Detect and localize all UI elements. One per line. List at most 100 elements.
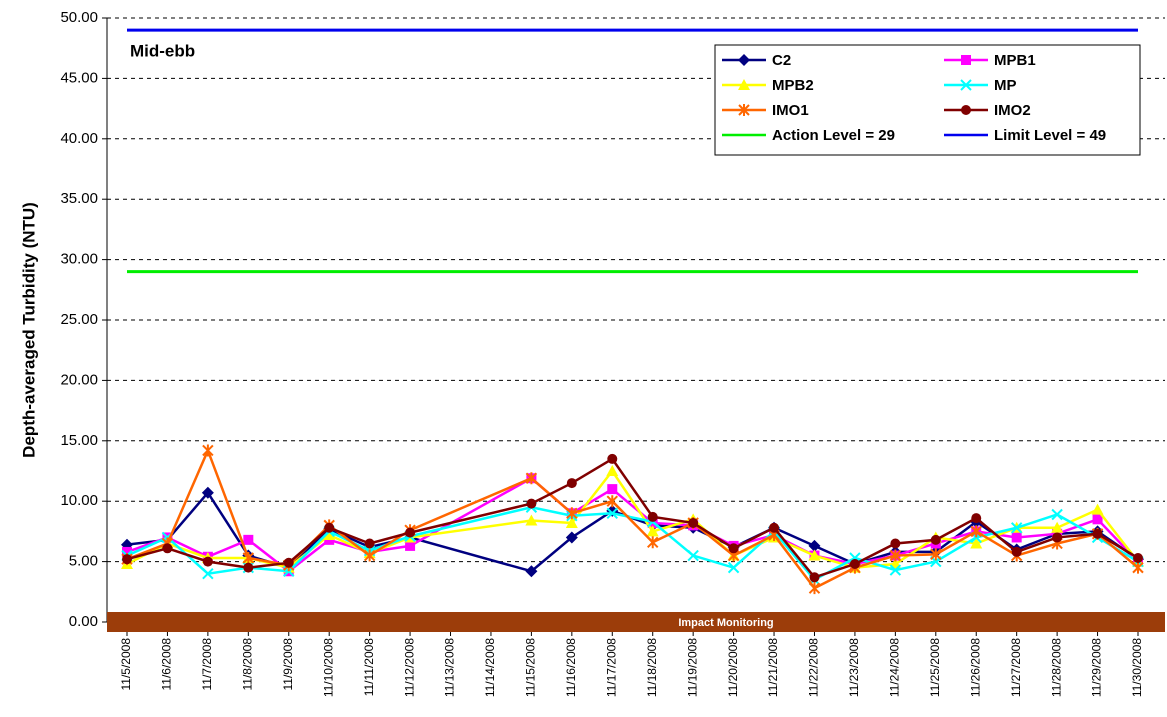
marker bbox=[1051, 521, 1064, 533]
marker bbox=[808, 549, 821, 561]
marker bbox=[889, 564, 902, 576]
marker bbox=[243, 562, 254, 573]
legend-box bbox=[714, 44, 1141, 156]
series-line bbox=[126, 476, 1139, 573]
series-line bbox=[126, 457, 1139, 579]
marker bbox=[606, 507, 618, 519]
marker bbox=[283, 557, 294, 568]
y-tick-label: 10.00 bbox=[60, 492, 98, 509]
marker bbox=[242, 551, 255, 564]
marker bbox=[1010, 522, 1023, 534]
y-tick-label: 35.00 bbox=[60, 190, 98, 207]
marker bbox=[1133, 552, 1143, 563]
y-tick-label: 40.00 bbox=[60, 130, 98, 147]
marker bbox=[405, 527, 416, 538]
marker bbox=[565, 531, 578, 544]
x-tick-label: 11/28/2008 bbox=[1049, 638, 1063, 697]
marker bbox=[324, 522, 335, 533]
x-tick-label: 11/15/2008 bbox=[524, 638, 538, 697]
x-tick-label: 11/6/2008 bbox=[160, 638, 174, 691]
marker bbox=[808, 539, 821, 552]
marker bbox=[202, 567, 214, 580]
x-tick-label: 11/27/2008 bbox=[1009, 638, 1023, 697]
marker bbox=[1011, 532, 1022, 543]
x-tick-label: 11/5/2008 bbox=[119, 638, 133, 691]
x-tick-label: 11/10/2008 bbox=[321, 638, 335, 697]
marker bbox=[122, 546, 132, 557]
x-tick-label: 11/26/2008 bbox=[968, 638, 982, 697]
marker bbox=[646, 525, 659, 537]
marker bbox=[607, 484, 618, 495]
marker bbox=[1051, 508, 1063, 521]
marker bbox=[1132, 561, 1144, 574]
legend-label: C2 bbox=[772, 52, 791, 69]
series-line bbox=[126, 505, 1139, 582]
marker bbox=[970, 537, 983, 549]
x-tick-label: 11/8/2008 bbox=[240, 638, 254, 691]
marker bbox=[122, 554, 132, 565]
x-tick-label: 11/24/2008 bbox=[888, 638, 902, 697]
marker bbox=[738, 79, 750, 90]
band-label: Impact Monitoring bbox=[678, 617, 773, 629]
legend-label: Limit Level = 49 bbox=[994, 127, 1106, 144]
legend-label: IMO2 bbox=[994, 102, 1031, 119]
marker bbox=[1052, 532, 1063, 543]
y-tick-label: 0.00 bbox=[69, 613, 98, 630]
marker bbox=[647, 536, 659, 549]
legend-label: Action Level = 29 bbox=[772, 127, 895, 144]
marker bbox=[1092, 514, 1103, 525]
marker bbox=[1091, 503, 1104, 515]
marker bbox=[201, 486, 214, 499]
legend-label: MP bbox=[994, 77, 1017, 94]
marker bbox=[890, 538, 901, 549]
x-tick-label: 11/23/2008 bbox=[847, 638, 861, 697]
marker bbox=[606, 465, 619, 476]
x-tick-label: 11/19/2008 bbox=[685, 638, 699, 697]
marker bbox=[525, 565, 538, 578]
marker bbox=[566, 478, 577, 489]
x-tick-label: 11/12/2008 bbox=[402, 638, 416, 697]
marker bbox=[323, 529, 336, 541]
x-tick-label: 11/14/2008 bbox=[483, 638, 497, 697]
marker bbox=[526, 498, 537, 509]
x-tick-label: 11/17/2008 bbox=[604, 638, 618, 697]
x-tick-label: 11/29/2008 bbox=[1090, 638, 1104, 697]
marker bbox=[970, 525, 982, 538]
x-tick-label: 11/30/2008 bbox=[1130, 638, 1144, 697]
x-tick-label: 11/21/2008 bbox=[766, 638, 780, 697]
marker bbox=[1011, 546, 1022, 557]
x-tick-label: 11/22/2008 bbox=[807, 638, 821, 697]
y-tick-label: 25.00 bbox=[60, 311, 98, 328]
marker bbox=[889, 549, 902, 562]
marker bbox=[647, 511, 658, 522]
marker bbox=[363, 549, 376, 562]
marker bbox=[849, 559, 860, 570]
marker bbox=[727, 561, 740, 574]
marker bbox=[687, 549, 699, 562]
marker bbox=[243, 534, 254, 545]
marker bbox=[364, 538, 375, 549]
marker bbox=[960, 79, 972, 91]
x-tick-label: 11/13/2008 bbox=[443, 638, 457, 697]
marker bbox=[565, 516, 578, 528]
y-axis-label: Depth-averaged Turbidity (NTU) bbox=[19, 202, 38, 458]
x-tick-label: 11/11/2008 bbox=[362, 638, 376, 697]
y-tick-label: 30.00 bbox=[60, 251, 98, 268]
marker bbox=[809, 572, 820, 583]
annotation: Mid-ebb bbox=[130, 41, 195, 60]
y-tick-label: 5.00 bbox=[69, 553, 98, 570]
marker bbox=[769, 522, 780, 533]
y-tick-label: 20.00 bbox=[60, 371, 98, 388]
marker bbox=[728, 543, 739, 554]
marker bbox=[961, 105, 971, 115]
x-tick-label: 11/7/2008 bbox=[200, 638, 214, 691]
marker bbox=[525, 514, 538, 526]
marker bbox=[930, 534, 941, 545]
y-tick-label: 15.00 bbox=[60, 432, 98, 449]
y-tick-label: 45.00 bbox=[60, 69, 98, 86]
marker bbox=[971, 513, 982, 524]
x-tick-label: 11/16/2008 bbox=[564, 638, 578, 697]
marker bbox=[738, 104, 750, 116]
marker bbox=[738, 54, 750, 66]
